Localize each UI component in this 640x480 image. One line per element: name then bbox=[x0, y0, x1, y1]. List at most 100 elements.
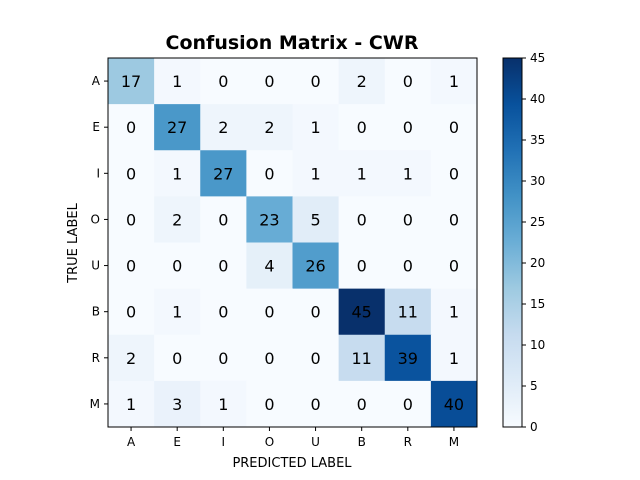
heatmap-cell bbox=[108, 242, 155, 290]
cell-value-label: 17 bbox=[121, 72, 141, 91]
cell-value-label: 0 bbox=[357, 210, 367, 229]
heatmap-cell bbox=[292, 288, 340, 336]
y-tick-label: I bbox=[96, 166, 100, 180]
y-axis-ticks: A E I O U B R M bbox=[90, 74, 108, 411]
heatmap-cell bbox=[430, 380, 478, 428]
heatmap-cell bbox=[200, 150, 247, 197]
cell-value-label: 1 bbox=[449, 72, 459, 91]
cell-value-label: 0 bbox=[403, 72, 413, 91]
cell-value-label: 0 bbox=[126, 303, 136, 322]
cell-value-label: 4 bbox=[264, 257, 274, 276]
y-tick-label: U bbox=[91, 259, 100, 273]
heatmap-cell bbox=[246, 58, 293, 105]
cell-value-label: 0 bbox=[310, 303, 320, 322]
x-tick-label: O bbox=[265, 435, 274, 449]
cell-value-label: 0 bbox=[126, 118, 136, 137]
heatmap-cell bbox=[246, 288, 293, 336]
heatmap-cell bbox=[108, 196, 155, 243]
heatmap-cell bbox=[384, 58, 432, 105]
cell-value-label: 1 bbox=[172, 164, 182, 183]
colorbar-tick-label: 0 bbox=[530, 420, 538, 434]
heatmap-cell bbox=[384, 334, 432, 382]
cell-value-label: 1 bbox=[449, 349, 459, 368]
heatmap-cell bbox=[430, 288, 478, 336]
y-tick-label: R bbox=[92, 351, 100, 365]
heatmap-cell bbox=[246, 104, 293, 151]
heatmap-cell bbox=[430, 150, 478, 197]
heatmap-cell bbox=[292, 196, 340, 243]
heatmap-cells bbox=[108, 58, 478, 428]
heatmap-cell bbox=[338, 104, 386, 151]
cell-value-label: 0 bbox=[172, 257, 182, 276]
y-tick-label: E bbox=[92, 120, 100, 134]
cell-value-labels: 17 1 0 0 0 2 0 10 27 2 2 1 0 0 00 1 27 0 1 1 1 00 2 0 23 5 0 0 00 0 0 4… bbox=[121, 72, 464, 414]
x-axis-label: PREDICTED LABEL bbox=[232, 456, 352, 471]
cell-value-label: 0 bbox=[264, 72, 274, 91]
heatmap-cell bbox=[292, 334, 340, 382]
colorbar-tick-label: 30 bbox=[530, 174, 545, 188]
colorbar-ticks: 0 5 10 15 20 25 30 35 40 45 bbox=[522, 51, 545, 434]
colorbar-tick-label: 45 bbox=[530, 51, 545, 65]
cell-value-label: 0 bbox=[218, 72, 228, 91]
heatmap-cell bbox=[338, 380, 386, 428]
cell-value-label: 1 bbox=[172, 72, 182, 91]
heatmap-cell bbox=[430, 104, 478, 151]
y-axis-label: TRUE LABEL bbox=[66, 202, 81, 283]
heatmap-cell bbox=[200, 242, 247, 290]
heatmap-cell bbox=[108, 150, 155, 197]
cell-value-label: 40 bbox=[444, 395, 464, 414]
heatmap-cell bbox=[154, 380, 201, 428]
heatmap-cell bbox=[292, 380, 340, 428]
heatmap-cell bbox=[200, 334, 247, 382]
cell-value-label: 2 bbox=[357, 72, 367, 91]
cell-value-label: 0 bbox=[218, 303, 228, 322]
heatmap-cell bbox=[108, 380, 155, 428]
colorbar-tick-label: 40 bbox=[530, 92, 545, 106]
heatmap-cell bbox=[338, 242, 386, 290]
cell-value-label: 0 bbox=[172, 349, 182, 368]
cell-value-label: 0 bbox=[449, 210, 459, 229]
x-tick-label: R bbox=[404, 435, 412, 449]
heatmap-cell bbox=[430, 196, 478, 243]
cell-value-label: 0 bbox=[218, 210, 228, 229]
heatmap-cell bbox=[246, 380, 293, 428]
x-tick-label: A bbox=[127, 435, 136, 449]
cell-value-label: 0 bbox=[264, 395, 274, 414]
heatmap-cell bbox=[384, 150, 432, 197]
cell-value-label: 0 bbox=[403, 118, 413, 137]
heatmap-cell bbox=[430, 334, 478, 382]
cell-value-label: 1 bbox=[449, 303, 459, 322]
heatmap-cell bbox=[154, 196, 201, 243]
x-tick-label: U bbox=[311, 435, 320, 449]
cell-value-label: 2 bbox=[172, 210, 182, 229]
cell-value-label: 1 bbox=[218, 395, 228, 414]
cell-value-label: 0 bbox=[449, 164, 459, 183]
heatmap-cell bbox=[108, 334, 155, 382]
cell-value-label: 0 bbox=[264, 349, 274, 368]
cell-value-label: 0 bbox=[449, 118, 459, 137]
heatmap-cell bbox=[154, 334, 201, 382]
cell-value-label: 11 bbox=[352, 349, 372, 368]
x-tick-label: B bbox=[358, 435, 366, 449]
cell-value-label: 0 bbox=[357, 257, 367, 276]
cell-value-label: 0 bbox=[126, 210, 136, 229]
cell-value-label: 0 bbox=[264, 303, 274, 322]
heatmap-cell bbox=[154, 104, 201, 151]
y-tick-label: O bbox=[91, 212, 100, 226]
cell-value-label: 0 bbox=[310, 349, 320, 368]
cell-value-label: 0 bbox=[357, 118, 367, 137]
cell-value-label: 0 bbox=[218, 257, 228, 276]
y-tick-label: A bbox=[92, 74, 101, 88]
heatmap-cell bbox=[200, 196, 247, 243]
cell-value-label: 39 bbox=[398, 349, 418, 368]
y-tick-label: M bbox=[90, 397, 100, 411]
colorbar-tick-label: 25 bbox=[530, 215, 545, 229]
colorbar-tick-label: 15 bbox=[530, 297, 545, 311]
cell-value-label: 2 bbox=[218, 118, 228, 137]
colorbar-tick-label: 5 bbox=[530, 379, 538, 393]
cell-value-label: 0 bbox=[403, 257, 413, 276]
cell-value-label: 1 bbox=[403, 164, 413, 183]
x-tick-label: I bbox=[222, 435, 226, 449]
heatmap-cell bbox=[154, 150, 201, 197]
